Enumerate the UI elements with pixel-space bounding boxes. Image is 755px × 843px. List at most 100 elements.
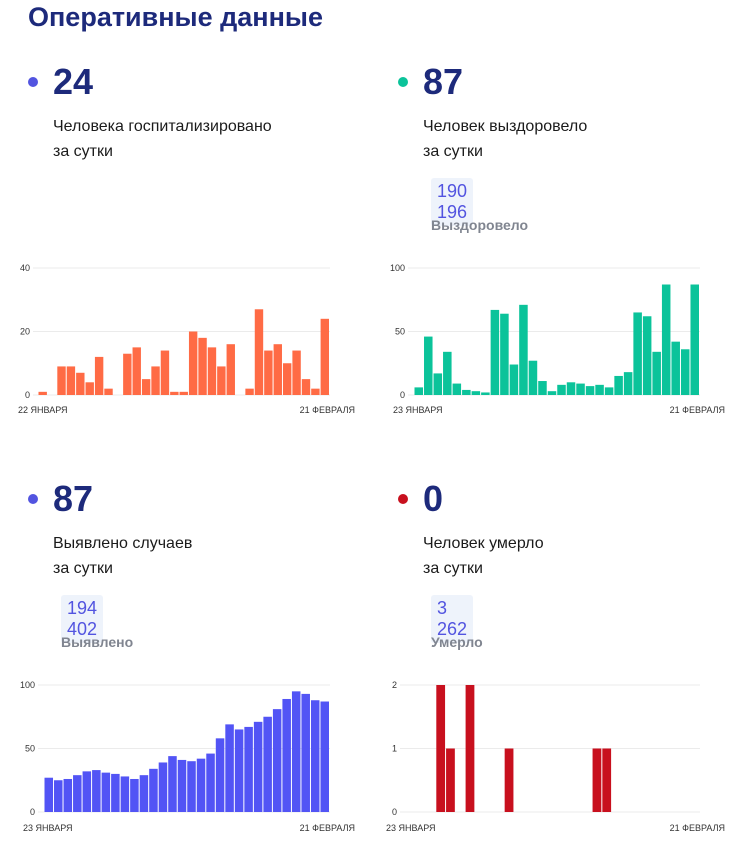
- bar: [471, 391, 481, 395]
- stat-description: Выявлено случаев за сутки: [53, 535, 193, 577]
- bar: [120, 776, 130, 812]
- y-tick-label: 0: [25, 390, 30, 400]
- bar: [452, 383, 462, 395]
- y-tick-label: 40: [20, 263, 30, 273]
- bar: [207, 347, 217, 395]
- bar: [225, 724, 234, 812]
- bar: [73, 775, 82, 812]
- bar: [151, 366, 160, 395]
- bar: [291, 691, 301, 812]
- y-tick-label: 0: [30, 807, 35, 817]
- bar: [538, 381, 547, 395]
- bar: [652, 351, 661, 395]
- x-end-label: 21 ФЕВРАЛЯ: [670, 405, 725, 415]
- bar: [282, 698, 291, 812]
- bar: [614, 375, 623, 395]
- bar: [446, 748, 455, 812]
- bar: [414, 387, 424, 395]
- bar: [547, 391, 557, 395]
- bar: [82, 771, 92, 812]
- bar: [690, 284, 699, 395]
- bar: [111, 773, 120, 812]
- x-end-label: 21 ФЕВРАЛЯ: [670, 823, 725, 833]
- bar: [54, 780, 63, 812]
- bar: [320, 701, 329, 812]
- y-tick-label: 20: [20, 327, 30, 337]
- bar: [509, 364, 519, 395]
- bar: [465, 685, 475, 812]
- bar: [130, 778, 139, 812]
- bar: [500, 313, 509, 395]
- bar: [272, 709, 282, 812]
- bar: [264, 350, 273, 395]
- bar: [253, 721, 263, 812]
- bar: [320, 318, 329, 395]
- bar: [273, 344, 282, 395]
- y-tick-label: 50: [25, 744, 35, 754]
- bar: [38, 391, 47, 395]
- bar: [177, 759, 187, 812]
- x-end-label: 21 ФЕВРАЛЯ: [300, 405, 355, 415]
- bar: [160, 350, 170, 395]
- bar: [263, 716, 272, 812]
- bar: [671, 341, 680, 395]
- bar: [141, 379, 151, 395]
- bar: [557, 384, 566, 395]
- total-label: Выявлено: [61, 634, 134, 650]
- bar: [481, 392, 490, 395]
- bar: [76, 372, 85, 395]
- y-tick-label: 1: [392, 744, 397, 754]
- bar: [504, 748, 514, 812]
- x-start-label: 23 ЯНВАРЯ: [393, 405, 443, 415]
- bar: [292, 350, 301, 395]
- bar: [63, 778, 73, 812]
- bar: [94, 356, 104, 395]
- bar: [592, 748, 602, 812]
- y-tick-label: 0: [392, 807, 397, 817]
- total-label: Умерло: [431, 634, 483, 650]
- bar: [217, 366, 226, 395]
- bullet-dot-icon: [398, 77, 408, 87]
- bar: [519, 304, 528, 395]
- bar: [196, 758, 206, 812]
- bar: [245, 388, 254, 395]
- bar: [123, 353, 132, 395]
- bar: [576, 383, 585, 395]
- y-tick-label: 100: [390, 263, 405, 273]
- bar: [44, 777, 54, 812]
- bar: [595, 384, 604, 395]
- page-title: Оперативные данные: [28, 2, 323, 32]
- bullet-dot-icon: [28, 77, 38, 87]
- bar: [642, 316, 652, 395]
- bar: [585, 386, 595, 395]
- bar: [443, 351, 452, 395]
- bar: [528, 360, 538, 395]
- bar: [424, 336, 433, 395]
- stat-value: 24: [53, 61, 94, 102]
- bar: [215, 738, 225, 812]
- y-tick-label: 0: [400, 390, 405, 400]
- bar: [490, 309, 500, 395]
- bar: [301, 693, 310, 812]
- stat-description: Человек выздоровело за сутки: [423, 118, 588, 160]
- total-badge: 194 402: [61, 595, 104, 643]
- bar: [462, 389, 471, 395]
- bar: [158, 762, 168, 812]
- bar: [661, 284, 671, 395]
- stat-description: Человек умерло за сутки: [423, 535, 544, 577]
- bar: [566, 382, 576, 395]
- bar: [187, 761, 196, 812]
- bar: [602, 748, 612, 812]
- bar: [92, 770, 101, 812]
- bar: [282, 363, 292, 395]
- bullet-dot-icon: [28, 494, 38, 504]
- bar: [139, 775, 149, 812]
- y-tick-label: 50: [395, 327, 405, 337]
- total-badge: 190 196: [431, 178, 474, 226]
- bullet-dot-icon: [398, 494, 408, 504]
- bar: [66, 366, 76, 395]
- stat-value: 87: [423, 61, 464, 102]
- bar: [85, 382, 94, 395]
- bar: [206, 753, 215, 812]
- x-start-label: 22 ЯНВАРЯ: [18, 405, 68, 415]
